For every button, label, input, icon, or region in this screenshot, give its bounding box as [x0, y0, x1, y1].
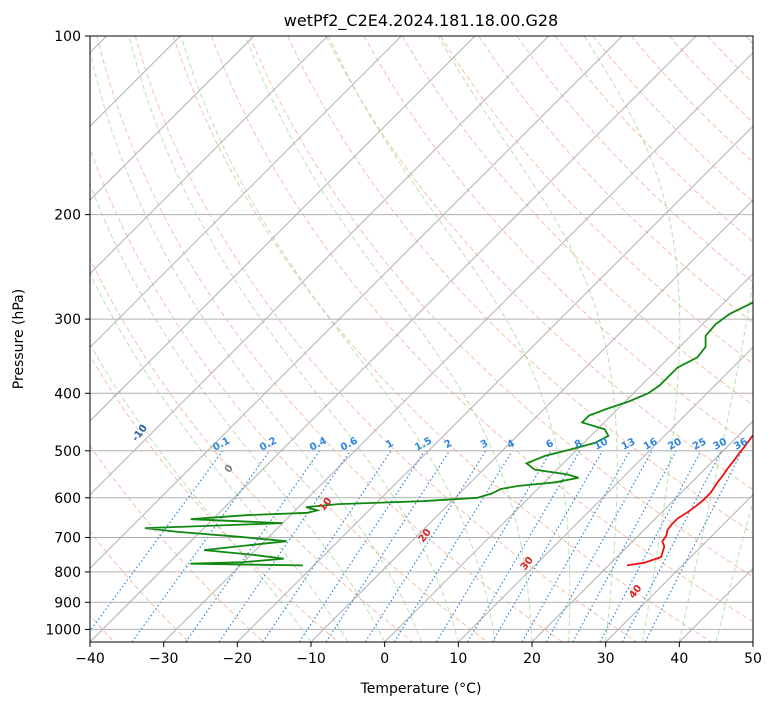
mixing-ratio-label: 10 — [593, 436, 610, 452]
mixing-ratio-line — [600, 451, 701, 642]
y-tick-label: 900 — [54, 595, 81, 611]
y-tick-label: 300 — [54, 312, 81, 328]
mixing-ratio-label: 3 — [479, 438, 490, 451]
mixing-ratio-label: 30 — [711, 436, 728, 452]
isotherm — [0, 36, 401, 642]
x-tick-label: 30 — [597, 651, 615, 667]
mixing-ratio-label: 16 — [642, 436, 659, 452]
chart-title: wetPf2_C2E4.2024.181.18.00.G28 — [284, 11, 558, 31]
isotherm — [753, 36, 775, 642]
line-labels: 0.10.20.40.611.52346810131620253036-100-… — [0, 79, 750, 601]
background-lines — [0, 36, 775, 642]
isotherm — [0, 36, 328, 642]
dry-adiabat — [555, 36, 775, 642]
dry-adiabat — [0, 36, 264, 642]
dry-adiabat — [479, 36, 775, 642]
mixing-ratio-label: 2 — [443, 438, 454, 451]
isotherm — [385, 36, 775, 642]
x-tick-label: 40 — [670, 651, 688, 667]
dry-adiabat — [364, 36, 775, 642]
mixing-ratio-line — [82, 451, 223, 642]
moist-adiabat — [0, 36, 311, 642]
dry-adiabat — [593, 36, 775, 642]
x-tick-label: 20 — [523, 651, 541, 667]
moist-adiabat — [584, 36, 680, 642]
y-tick-label: 1000 — [45, 622, 81, 638]
dry-adiabat — [669, 36, 775, 642]
mixing-ratio-line — [573, 451, 676, 642]
moist-adiabat — [329, 36, 570, 642]
mixing-ratio-line — [326, 451, 449, 642]
moist-adiabat — [20, 36, 347, 642]
moist-adiabat — [181, 36, 495, 642]
mixing-ratio-line — [645, 451, 742, 642]
isotherm — [606, 36, 775, 642]
mixing-ratio-label: 1 — [384, 438, 395, 451]
y-tick-label: 200 — [54, 208, 81, 224]
dry-adiabat-label: -10 — [130, 423, 150, 444]
moist-adiabat — [716, 36, 775, 642]
mixing-ratio-label: 25 — [691, 436, 708, 452]
y-tick-label: 800 — [54, 565, 81, 581]
x-tick-label: 0 — [380, 651, 389, 667]
x-tick-label: 50 — [744, 651, 762, 667]
y-tick-label: 100 — [54, 29, 81, 45]
mixing-ratio-label: 4 — [506, 438, 517, 451]
isotherm — [458, 36, 775, 642]
mixing-ratio-label: 20 — [666, 436, 683, 452]
y-axis-title: Pressure (hPa) — [11, 289, 27, 389]
dry-adiabat — [0, 36, 189, 642]
x-tick-label: −20 — [223, 651, 253, 667]
y-tick-label: 500 — [54, 444, 81, 460]
moist-adiabat — [246, 36, 533, 642]
x-tick-label: −30 — [149, 651, 179, 667]
x-tick-label: 10 — [449, 651, 467, 667]
isotherm — [164, 36, 770, 642]
isotherm — [90, 36, 696, 642]
x-tick-label: −10 — [296, 651, 326, 667]
x-tick-label: −40 — [75, 651, 105, 667]
mixing-ratio-label: 6 — [544, 438, 555, 451]
dry-adiabat — [440, 36, 775, 642]
isotherm — [679, 36, 775, 642]
moist-adiabat — [438, 36, 617, 642]
dry-adiabat — [708, 36, 775, 642]
mixing-ratio-line — [468, 451, 580, 642]
profile-series — [145, 36, 775, 565]
plot-frame — [90, 36, 753, 642]
moist-adiabat — [679, 36, 764, 642]
dry-adiabat-label: 30 — [519, 555, 536, 573]
y-tick-label: 700 — [54, 531, 81, 547]
dewpoint-line — [145, 36, 775, 565]
dry-adiabat — [212, 36, 775, 642]
isotherm — [237, 36, 775, 642]
isotherm — [16, 36, 622, 642]
dry-adiabat — [746, 36, 775, 642]
mixing-ratio-line — [132, 451, 270, 642]
dry-adiabat — [59, 36, 488, 642]
x-axis-title: Temperature (°C) — [360, 681, 482, 697]
isotherm — [532, 36, 775, 642]
mixing-ratio-line — [622, 451, 721, 642]
dry-adiabat — [0, 36, 338, 642]
isotherm — [0, 36, 475, 642]
y-tick-label: 600 — [54, 491, 81, 507]
dry-adiabat-label: 0 — [223, 463, 236, 475]
dry-adiabat-label: 40 — [627, 583, 644, 601]
y-tick-label: 400 — [54, 386, 81, 402]
dry-adiabat-label: 20 — [417, 527, 434, 545]
